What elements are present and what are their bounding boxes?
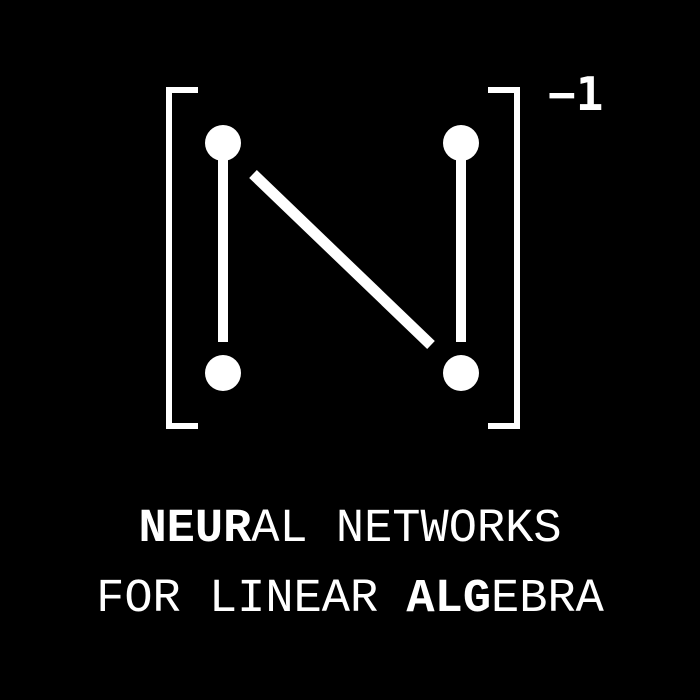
node-top-right — [443, 125, 479, 161]
right-bracket — [488, 87, 520, 429]
title-line-2-rest: EBRA — [491, 573, 604, 626]
matrix-n-logo — [166, 87, 520, 429]
left-bracket — [166, 87, 198, 429]
inverse-exponent: −1 — [548, 67, 604, 121]
title-line-2-bold: ALG — [406, 573, 492, 626]
left-vertical-bar — [218, 160, 228, 342]
diagonal-bar — [249, 170, 435, 349]
title-line-1: NEURAL NETWORKS — [0, 502, 700, 558]
node-top-left — [205, 125, 241, 161]
node-bottom-left — [205, 355, 241, 391]
title-line-2-prefix: FOR LINEAR — [96, 573, 407, 626]
title-line-1-bold: NEUR — [138, 503, 252, 556]
title-line-1-rest: AL NETWORKS — [251, 503, 562, 556]
right-vertical-bar — [456, 160, 466, 342]
node-bottom-right — [443, 355, 479, 391]
title-line-2: FOR LINEAR ALGEBRA — [0, 572, 700, 628]
